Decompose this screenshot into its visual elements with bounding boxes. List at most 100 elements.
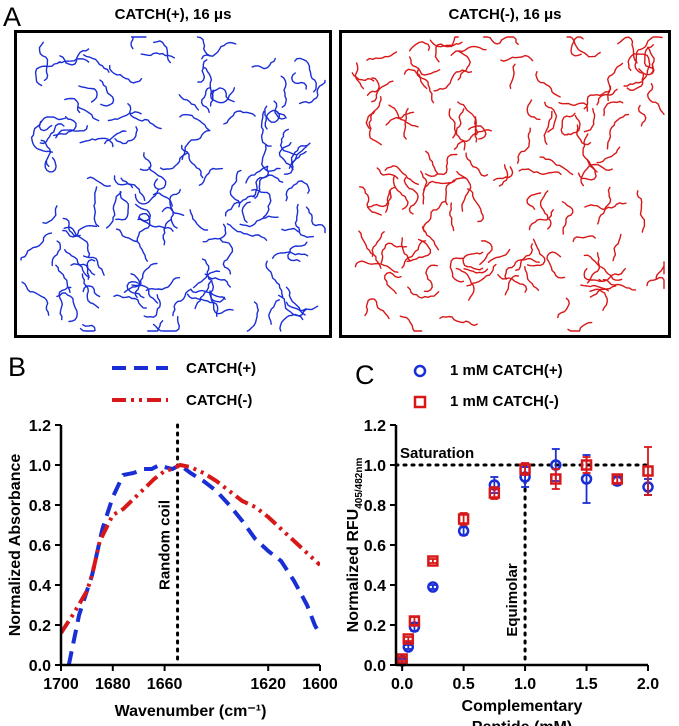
peptide-chain: [602, 279, 637, 291]
x-tick-label: 1620: [250, 676, 286, 693]
peptide-chain: [290, 142, 311, 165]
peptide-chain: [77, 106, 100, 122]
peptide-chain: [423, 264, 438, 293]
peptide-chain: [278, 142, 294, 171]
peptide-chain: [192, 270, 221, 289]
peptide-chain: [371, 80, 394, 103]
peptide-chain: [403, 68, 428, 90]
peptide-chain: [583, 268, 604, 283]
peptide-chain: [105, 191, 122, 229]
peptide-chain: [186, 293, 219, 317]
chart-c-rfu: Saturation Equimolar 0.0 0.2 0.4 0.6 0.8 1.0 1.2…: [345, 418, 659, 726]
x-axis-label: Wavenumber (cm⁻¹): [115, 703, 267, 720]
peptide-chain: [64, 97, 81, 114]
x-tick-label: 1.5: [575, 676, 597, 693]
data-point-catch-minus: [427, 555, 439, 567]
peptide-chain: [450, 45, 487, 56]
y-tick-label: 0.8: [364, 498, 386, 515]
peptide-chain: [283, 150, 307, 175]
peptide-chain: [371, 231, 385, 257]
peptide-chain: [434, 41, 463, 63]
peptide-chain: [287, 241, 308, 262]
peptide-chain: [526, 238, 546, 267]
peptide-chain: [572, 235, 596, 243]
peptide-chain: [86, 176, 112, 187]
peptide-chain: [194, 281, 212, 310]
peptide-chain: [364, 298, 390, 320]
peptide-chain: [354, 62, 365, 90]
peptide-chain: [288, 145, 308, 169]
peptide-chain: [384, 271, 402, 295]
data-point-catch-minus: [488, 487, 501, 499]
y-tick-label: 0.8: [29, 498, 51, 515]
peptide-chain: [380, 242, 408, 264]
peptide-chain: [38, 41, 49, 82]
peptide-chain: [251, 57, 276, 70]
x-tick-label: 1680: [95, 676, 131, 693]
peptide-chain: [385, 186, 396, 213]
peptide-chain: [21, 281, 50, 316]
x-tick-label: 0.0: [391, 676, 413, 693]
x-tick-label: 2.0: [637, 676, 659, 693]
legend-c-label-plus: 1 mM CATCH(+): [450, 362, 563, 379]
peptide-chain: [260, 110, 272, 147]
peptide-chain: [388, 104, 419, 128]
peptide-chain: [63, 226, 91, 258]
peptide-chain: [113, 294, 147, 309]
peptide-chain: [526, 192, 542, 210]
legend-c-label-minus: 1 mM CATCH(-): [450, 393, 559, 410]
peptide-chain: [603, 100, 624, 117]
peptide-chain: [273, 100, 286, 120]
peptide-chain: [420, 170, 428, 205]
peptide-chain: [483, 36, 519, 46]
peptide-chain: [44, 157, 57, 173]
peptide-chain: [113, 175, 134, 189]
peptide-chain: [515, 243, 533, 271]
peptide-chain: [498, 164, 509, 187]
data-point-catch-plus: [580, 473, 593, 485]
peptide-chain: [597, 186, 612, 225]
peptide-chain: [474, 116, 478, 143]
peptide-chain: [365, 96, 382, 130]
peptide-chain: [429, 39, 455, 48]
peptide-chain: [55, 264, 71, 293]
peptide-chain: [147, 320, 164, 332]
peptide-chain: [479, 240, 493, 266]
peptide-chain: [623, 54, 651, 87]
peptide-chain: [265, 260, 284, 298]
legend-c-item-plus: 1 mM CATCH(+): [412, 355, 563, 386]
peptide-chain: [376, 167, 399, 180]
peptide-chain: [567, 321, 593, 332]
y-tick-label: 0.2: [29, 618, 51, 635]
legend-b: CATCH(+) CATCH(-): [110, 352, 256, 416]
peptide-chain: [264, 109, 287, 130]
peptide-chain: [140, 52, 175, 59]
peptide-chain: [179, 113, 210, 131]
y-tick-label: 0.0: [364, 658, 386, 675]
peptide-chain: [139, 152, 152, 171]
y-tick-label: 1.2: [364, 418, 386, 435]
peptide-chain: [425, 150, 439, 174]
legend-c-marker-plus: [413, 364, 427, 377]
peptide-chain: [367, 190, 392, 208]
peptide-chain: [467, 188, 484, 223]
data-point-catch-minus: [580, 459, 593, 471]
legend-b-swatch-plus: [112, 366, 168, 370]
y-axis-label: Normalized RFU405/482nm: [345, 458, 365, 633]
peptide-chain: [539, 190, 552, 230]
peptide-chain: [79, 137, 114, 148]
peptide-chain: [138, 217, 174, 232]
data-point-catch-minus: [408, 615, 421, 627]
peptide-chain: [403, 107, 409, 140]
peptide-chain: [131, 284, 159, 304]
peptide-chain: [524, 266, 540, 291]
peptide-chain: [281, 227, 314, 238]
peptide-chain: [264, 105, 281, 123]
peptide-chain: [359, 186, 382, 216]
peptide-chain: [59, 48, 90, 66]
peptide-chain: [245, 165, 269, 184]
peptide-chain: [589, 285, 617, 298]
peptide-chain: [196, 36, 211, 57]
peptide-chain: [189, 209, 209, 231]
peptide-chain: [487, 248, 511, 263]
